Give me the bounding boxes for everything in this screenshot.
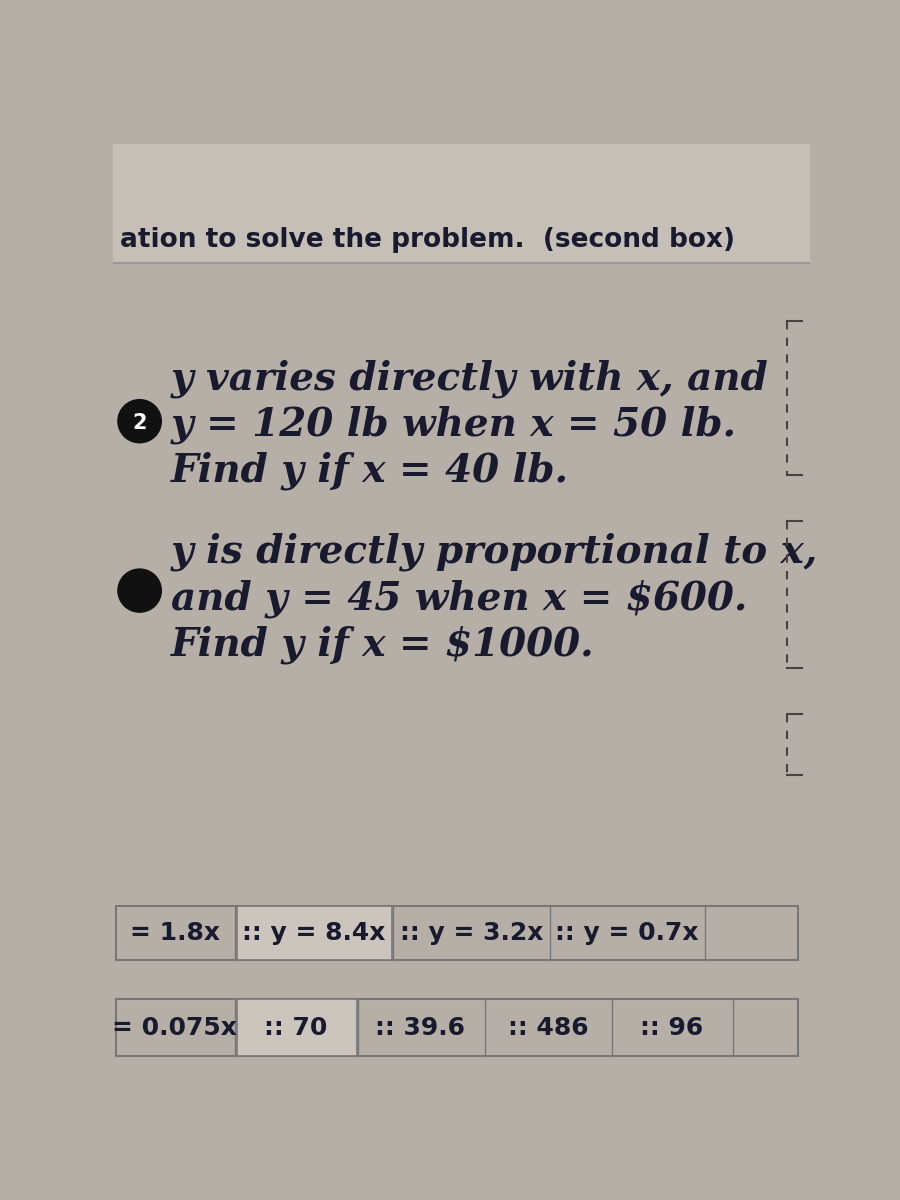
Text: :: y = 0.7x: :: y = 0.7x	[554, 922, 698, 946]
Bar	[237, 998, 356, 1056]
Text: = 0.075x: = 0.075x	[112, 1015, 237, 1039]
Text: :: 486: :: 486	[508, 1015, 589, 1039]
Text: :: y = 3.2x: :: y = 3.2x	[400, 922, 543, 946]
Circle shape	[118, 400, 161, 443]
Text: :: 96: :: 96	[641, 1015, 704, 1039]
Text: :: 39.6: :: 39.6	[375, 1015, 465, 1039]
Text: :: 70: :: 70	[265, 1015, 328, 1039]
Text: Find y if x = 40 lb.: Find y if x = 40 lb.	[171, 452, 569, 491]
Text: 2: 2	[132, 413, 147, 433]
Bar	[112, 144, 810, 263]
Text: = 1.8x: = 1.8x	[130, 922, 220, 946]
Circle shape	[118, 569, 161, 612]
Text: y = 120 lb when x = 50 lb.: y = 120 lb when x = 50 lb.	[171, 406, 736, 444]
Text: Find y if x = $1000.: Find y if x = $1000.	[171, 625, 594, 664]
Text: and y = 45 when x = $600.: and y = 45 when x = $600.	[171, 580, 747, 618]
Text: y varies directly with x, and: y varies directly with x, and	[171, 360, 769, 398]
Text: ation to solve the problem.  (second box): ation to solve the problem. (second box)	[121, 227, 735, 253]
Bar	[237, 906, 392, 960]
Text: :: y = 8.4x: :: y = 8.4x	[242, 922, 386, 946]
Bar	[116, 906, 798, 960]
Text: y is directly proportional to x,: y is directly proportional to x,	[171, 533, 818, 571]
Bar	[116, 998, 798, 1056]
